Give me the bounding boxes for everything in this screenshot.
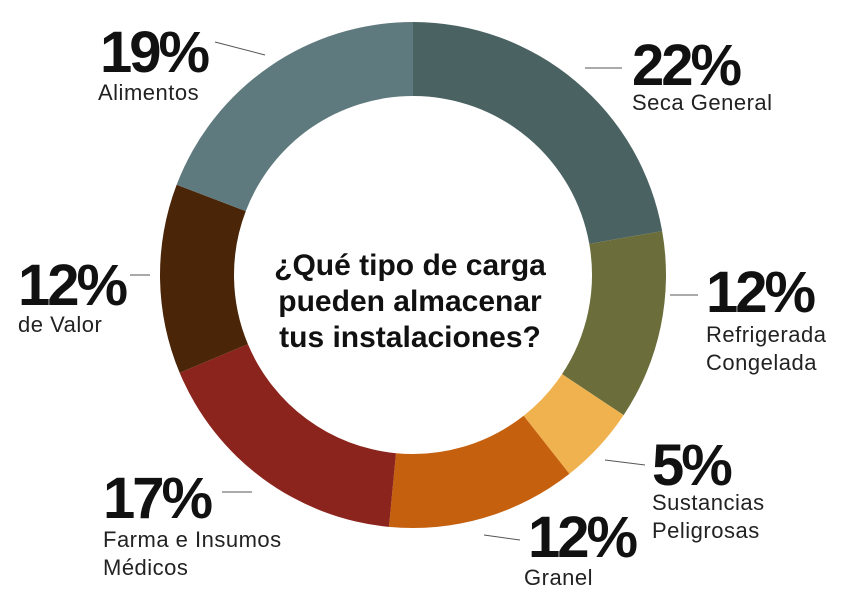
leader-line (604, 459, 646, 466)
value-label: 12% (706, 260, 816, 325)
donut-slice (160, 184, 248, 373)
category-label: Peligrosas (652, 518, 760, 543)
chart-title: tus instalaciones? (279, 321, 541, 354)
category-label: Alimentos (98, 80, 199, 105)
category-label: Refrigerada (706, 322, 827, 347)
category-label: Congelada (706, 350, 817, 375)
value-label: 12% (528, 505, 638, 570)
value-label: 17% (103, 466, 213, 531)
donut-slice (413, 22, 663, 244)
donut-slice (562, 231, 666, 416)
category-label: Farma e Insumos (103, 527, 282, 552)
chart-title: pueden almacenar (278, 285, 542, 318)
category-label: Sustancias (652, 490, 765, 515)
donut-slice (388, 415, 570, 528)
category-label: de Valor (18, 312, 102, 337)
leader-line (214, 41, 266, 56)
value-label: 5% (652, 433, 732, 498)
value-label: 22% (632, 33, 742, 98)
category-label: Granel (524, 565, 593, 590)
donut-slice (179, 344, 396, 527)
value-label: 12% (18, 253, 128, 318)
chart-title: ¿Qué tipo de carga (274, 249, 546, 282)
category-label: Médicos (103, 555, 188, 580)
category-label: Seca General (632, 90, 773, 115)
donut-slice (523, 374, 624, 474)
donut-slice (176, 22, 413, 212)
value-label: 19% (100, 20, 210, 85)
leader-line (483, 534, 521, 541)
